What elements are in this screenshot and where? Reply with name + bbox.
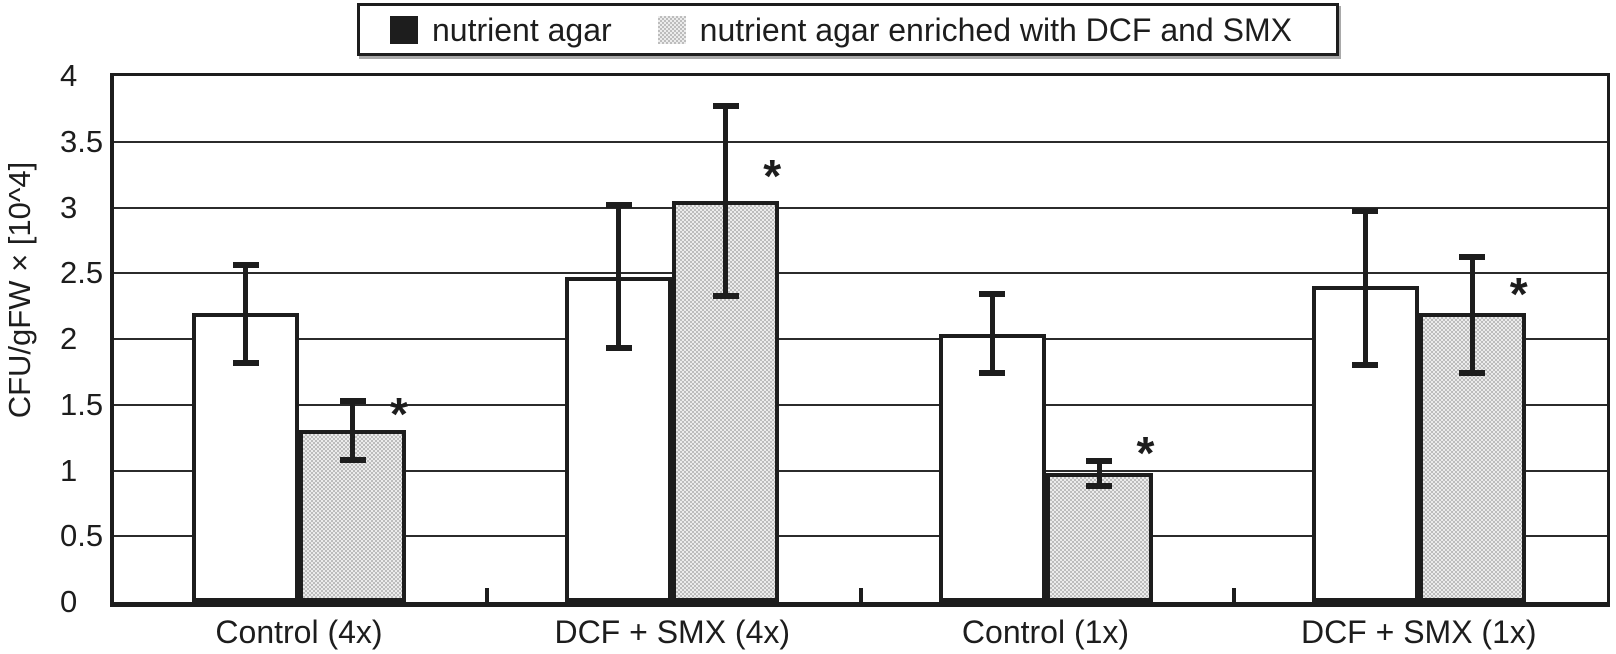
- error-bar-cap: [712, 103, 739, 110]
- gridline: [114, 338, 1607, 340]
- y-tick-label: 1.5: [60, 386, 104, 422]
- legend: nutrient agar nutrient agar enriched wit…: [357, 3, 1339, 56]
- y-tick-label: 3: [60, 189, 78, 225]
- error-bar: [723, 106, 729, 296]
- error-bar-cap: [232, 359, 259, 366]
- plot-inner: * * * *: [114, 76, 1607, 602]
- error-bar-cap: [339, 397, 366, 404]
- y-tick-label: 2.5: [60, 255, 104, 291]
- y-tick-label: 0.5: [60, 518, 104, 554]
- gridline: [114, 140, 1607, 143]
- gridline: [114, 535, 1607, 538]
- x-axis-tick: [485, 588, 490, 602]
- gridline: [114, 206, 1607, 209]
- y-tick-label: 3.5: [60, 123, 104, 159]
- error-bar: [350, 400, 355, 460]
- gridline: [114, 403, 1607, 406]
- significance-asterisk: *: [390, 387, 408, 440]
- y-tick-label: 2: [60, 321, 78, 356]
- legend-swatch-enriched-icon: [657, 15, 686, 44]
- bar-nutrient-agar: [938, 333, 1046, 602]
- error-bar-cap: [1086, 458, 1112, 465]
- y-axis-title: CFU/gFW × [10^4]: [2, 161, 37, 419]
- error-bar: [243, 265, 248, 363]
- x-category-label: DCF + SMX (1x): [1300, 614, 1537, 650]
- significance-asterisk: *: [763, 149, 782, 202]
- error-bar-cap: [712, 292, 739, 299]
- significance-asterisk: *: [1509, 268, 1528, 321]
- error-bar-cap: [1459, 370, 1486, 377]
- error-bar: [989, 294, 995, 374]
- gridline: [114, 272, 1607, 275]
- error-bar-cap: [979, 370, 1005, 377]
- error-bar-cap: [1352, 208, 1379, 215]
- x-category-label: Control (1x): [961, 614, 1130, 650]
- y-tick-label: 4: [60, 58, 78, 93]
- error-bar-cap: [232, 262, 259, 269]
- x-axis-tick: [858, 588, 863, 602]
- y-tick-label: 1: [60, 452, 78, 488]
- error-bar-cap: [605, 345, 632, 352]
- gridline: [114, 469, 1607, 472]
- y-tick-label: 0: [60, 584, 78, 619]
- error-bar-cap: [1352, 362, 1379, 369]
- x-category-label: Control (4x): [215, 614, 383, 650]
- plot-area: * * * *: [110, 73, 1610, 607]
- x-axis-tick: [1231, 588, 1236, 602]
- error-bar-cap: [339, 456, 366, 463]
- error-bar: [616, 204, 622, 349]
- error-bar: [1362, 211, 1368, 366]
- legend-label-nutrient-agar: nutrient agar: [432, 11, 612, 48]
- error-bar-cap: [979, 291, 1005, 298]
- legend-label-enriched: nutrient agar enriched with DCF and SMX: [699, 11, 1292, 48]
- error-bar-cap: [1459, 254, 1486, 261]
- legend-swatch-nutrient-agar-icon: [390, 15, 418, 44]
- error-bar: [1096, 461, 1102, 487]
- bar-enriched: [1045, 473, 1153, 602]
- significance-asterisk: *: [1136, 427, 1155, 480]
- x-category-label: DCF + SMX (4x): [554, 614, 791, 650]
- error-bar-cap: [605, 201, 632, 208]
- error-bar: [1469, 257, 1475, 374]
- error-bar-cap: [1086, 483, 1112, 490]
